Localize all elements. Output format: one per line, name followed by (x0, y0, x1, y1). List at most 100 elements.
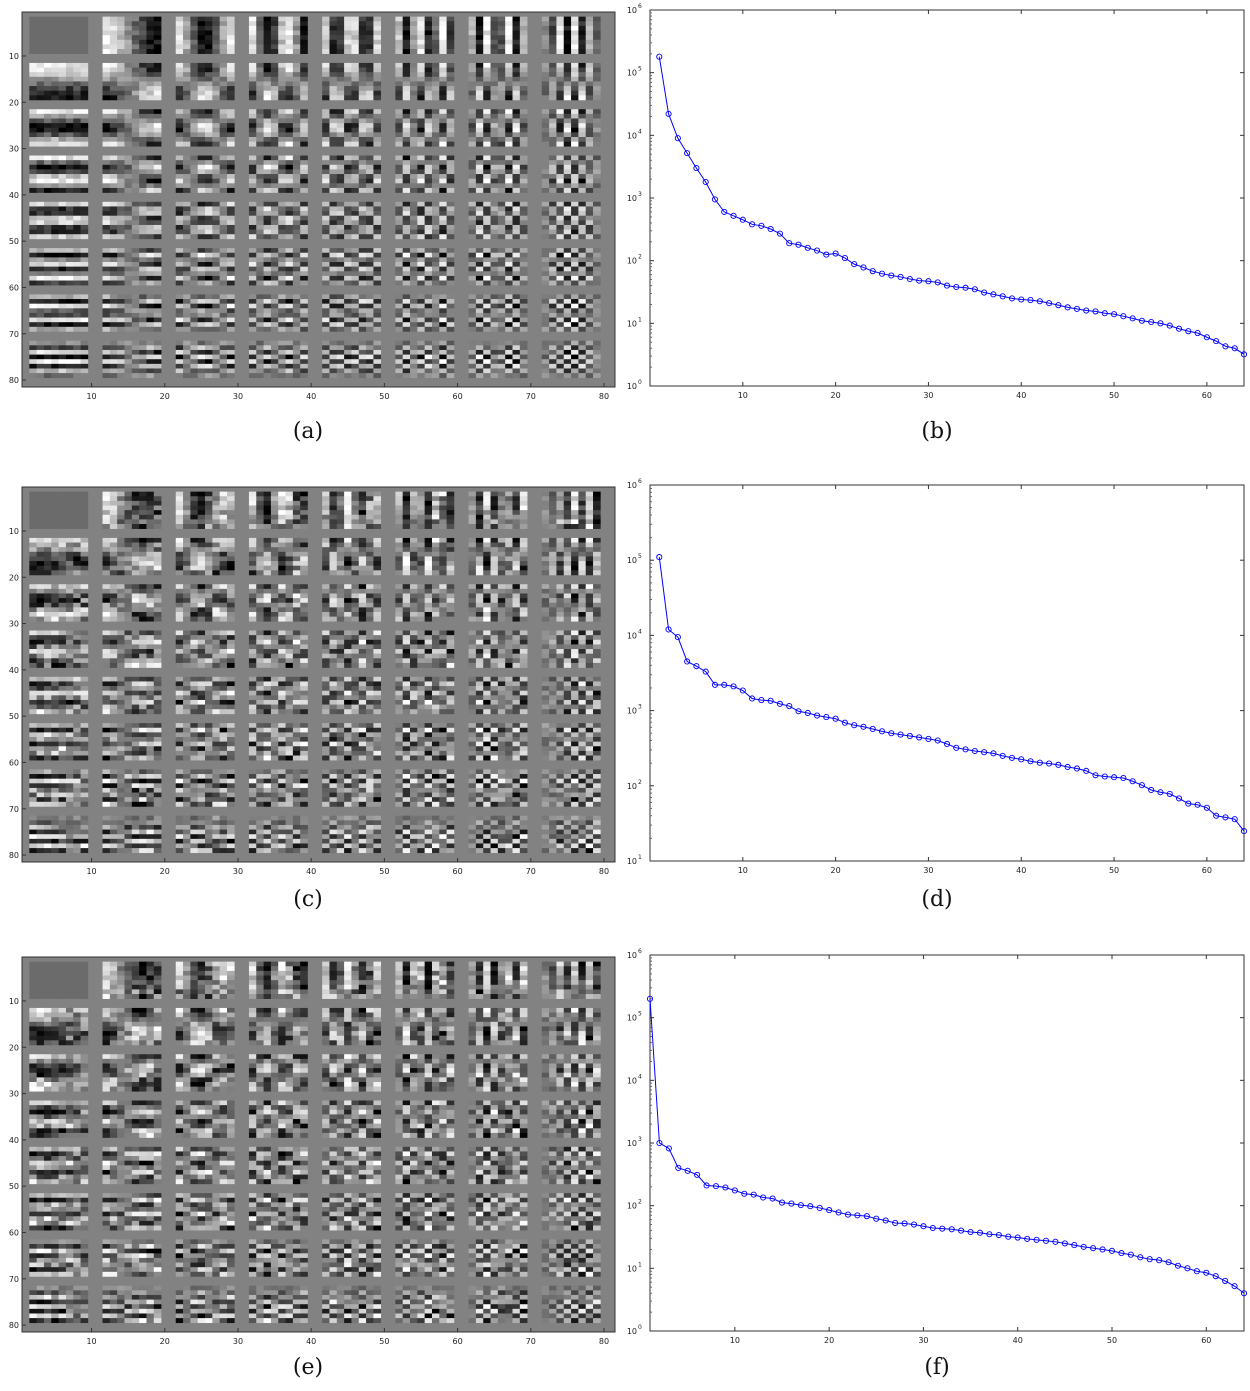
x-tick-label: 80 (599, 867, 609, 876)
data-point (841, 719, 848, 726)
basis-patch (468, 1239, 528, 1277)
basis-patch (29, 1054, 89, 1092)
y-tick-label: 20 (9, 573, 19, 582)
basis-patch (175, 1193, 235, 1231)
basis-patch (468, 62, 528, 101)
basis-patch (541, 248, 601, 286)
basis-patch (29, 340, 89, 379)
basis-patch (102, 294, 162, 332)
y-tick-base: 10 (627, 1264, 637, 1273)
basis-patch (248, 537, 308, 576)
basis-patch (102, 537, 162, 576)
x-tick-label: 50 (1109, 866, 1119, 875)
y-tick-exponent: 6 (638, 3, 642, 10)
y-tick-label: 80 (9, 851, 19, 860)
data-point (674, 135, 681, 142)
y-tick-label: 10 2 (627, 779, 642, 791)
basis-patch (29, 769, 89, 807)
data-point (860, 723, 867, 730)
data-point (1008, 295, 1016, 302)
data-point (1073, 305, 1080, 312)
basis-patch (322, 491, 382, 529)
basis-patch (395, 16, 455, 54)
x-tick-label: 10 (86, 392, 96, 401)
y-tick-exponent: 3 (638, 1136, 642, 1143)
basis-patch (541, 201, 601, 240)
basis-patch (541, 537, 601, 576)
data-point (1157, 789, 1164, 796)
data-point (721, 681, 728, 688)
x-tick-label: 20 (160, 392, 170, 401)
data-point (776, 230, 783, 237)
data-point (826, 1207, 833, 1214)
data-point (953, 744, 960, 751)
basis-patch (468, 961, 528, 999)
basis-patch (248, 1146, 308, 1185)
basis-patch (248, 676, 308, 715)
basis-patch (541, 584, 601, 622)
data-point (656, 1139, 663, 1147)
basis-patch (29, 1100, 89, 1138)
basis-patch (322, 769, 382, 807)
data-point (854, 1212, 861, 1219)
y-tick-exponent: 6 (638, 478, 642, 485)
data-point (869, 725, 876, 733)
basis-patch (395, 961, 455, 999)
x-tick-label: 50 (1107, 1336, 1117, 1345)
data-point (749, 695, 756, 702)
basis-patch (541, 1007, 601, 1046)
basis-patch (175, 294, 235, 332)
x-tick-label: 40 (1013, 1336, 1023, 1345)
basis-patch (248, 109, 308, 147)
data-point (1111, 311, 1118, 318)
x-tick-label: 40 (306, 867, 316, 876)
caption-f: (f) (924, 1355, 950, 1380)
basis-patch (29, 815, 89, 854)
data-point (1064, 304, 1071, 311)
basis-patch (468, 340, 528, 379)
basis-patch (29, 491, 89, 529)
data-point (1083, 307, 1090, 314)
basis-patch (541, 676, 601, 715)
data-point (981, 749, 988, 756)
basis-patch (541, 815, 601, 854)
y-tick-base: 10 (627, 69, 637, 78)
y-tick-label: 80 (9, 376, 19, 385)
data-point (778, 1199, 786, 1206)
data-point (684, 150, 691, 157)
basis-patch (29, 109, 89, 147)
basis-patch (541, 1100, 601, 1138)
data-point (1118, 1250, 1125, 1257)
data-point (1129, 315, 1136, 322)
y-tick-label: 60 (9, 283, 19, 292)
data-point (916, 277, 923, 284)
basis-patch (395, 248, 455, 286)
data-point (1024, 1235, 1031, 1242)
data-point (1083, 767, 1090, 774)
basis-patch (175, 109, 235, 147)
data-point (851, 261, 858, 268)
basis-patch (175, 1285, 235, 1324)
y-tick-label: 30 (9, 620, 19, 629)
data-point (999, 752, 1006, 759)
data-point (1101, 310, 1108, 317)
y-tick-label: 70 (9, 805, 19, 814)
data-point (1165, 1259, 1172, 1266)
data-point (835, 1209, 842, 1216)
y-tick-base: 10 (627, 707, 637, 716)
x-tick-label: 40 (306, 1337, 316, 1346)
data-point (971, 286, 978, 293)
basis-patch (395, 1146, 455, 1185)
basis-patch (468, 1100, 528, 1138)
basis-patch (541, 1146, 601, 1185)
basis-patch (468, 723, 528, 761)
basis-patch (29, 155, 89, 193)
basis-patch (102, 155, 162, 193)
basis-patch (322, 1054, 382, 1092)
image-panel-a: 10 20 30 40 50 60 70 80 10 20 30 40 50 60 70 80 (0, 0, 620, 405)
data-point (873, 1215, 880, 1222)
basis-patch (248, 340, 308, 379)
data-point (1203, 1269, 1210, 1276)
data-point (1148, 786, 1155, 794)
data-point (869, 268, 876, 275)
